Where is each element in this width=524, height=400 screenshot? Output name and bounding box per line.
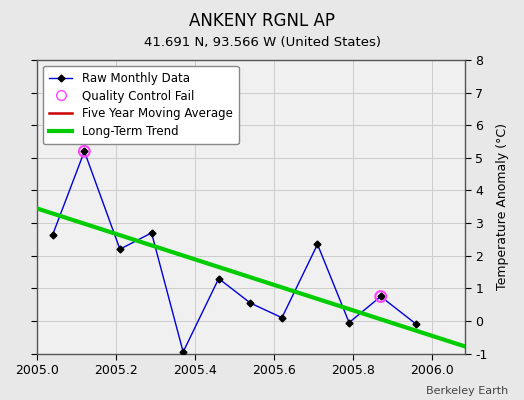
Legend: Raw Monthly Data, Quality Control Fail, Five Year Moving Average, Long-Term Tren: Raw Monthly Data, Quality Control Fail, … — [43, 66, 238, 144]
Point — [80, 148, 89, 154]
Text: ANKENY RGNL AP: ANKENY RGNL AP — [189, 12, 335, 30]
Point — [377, 293, 385, 300]
Y-axis label: Temperature Anomaly (°C): Temperature Anomaly (°C) — [496, 123, 509, 290]
Text: Berkeley Earth: Berkeley Earth — [426, 386, 508, 396]
Text: 41.691 N, 93.566 W (United States): 41.691 N, 93.566 W (United States) — [144, 36, 380, 49]
